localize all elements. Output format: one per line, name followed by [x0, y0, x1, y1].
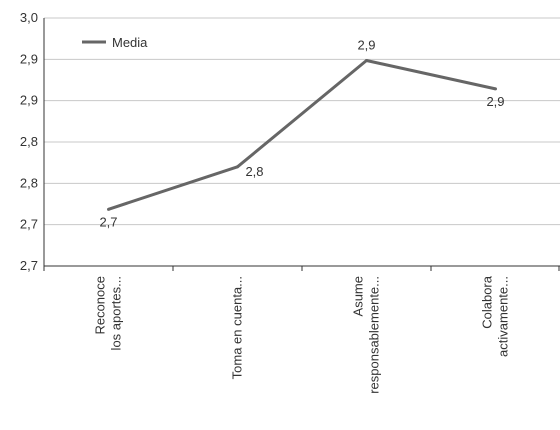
- data-label: 2,7: [99, 214, 117, 229]
- category-labels: Reconoce los aportes... Toma en cuenta... A…: [93, 275, 511, 394]
- data-point: [107, 207, 110, 211]
- category-label-line: Reconoce: [93, 276, 108, 335]
- y-tick-label: 3,0: [20, 10, 38, 25]
- data-point: [236, 165, 239, 169]
- category-label-line: Toma en cuenta...: [230, 276, 245, 379]
- category-label: Colabora activamente...: [480, 275, 511, 357]
- category-label: Toma en cuenta...: [230, 276, 245, 379]
- category-label: Asume responsablemente...: [351, 276, 382, 394]
- data-point: [365, 59, 368, 63]
- category-label: Reconoce los aportes...: [93, 276, 124, 350]
- y-tick-label: 2,9: [20, 93, 38, 108]
- legend-label: Media: [112, 35, 148, 50]
- category-label-line: responsablemente...: [367, 276, 382, 394]
- category-label-line: los aportes...: [109, 276, 124, 350]
- y-tick-label: 2,8: [20, 175, 38, 190]
- y-tick-label: 2,9: [20, 51, 38, 66]
- y-tick-label: 2,7: [20, 217, 38, 232]
- y-tick-label: 2,8: [20, 134, 38, 149]
- data-label: 2,9: [357, 38, 375, 53]
- data-point: [494, 87, 497, 91]
- series: [107, 59, 497, 211]
- data-labels: 2,7 2,8 2,9 2,9: [99, 38, 504, 230]
- legend: Media: [82, 35, 148, 50]
- category-label-line: activamente...: [496, 276, 511, 357]
- y-tick-labels: 3,0 2,9 2,9 2,8 2,8 2,7 2,7: [20, 10, 38, 273]
- x-ticks: [43, 266, 560, 271]
- series-line: [108, 59, 496, 211]
- y-tick-label: 2,7: [20, 258, 38, 273]
- category-label-line: Colabora: [480, 275, 495, 329]
- data-label: 2,8: [245, 164, 263, 179]
- category-label-line: Asume: [351, 276, 366, 316]
- gridlines: [44, 17, 560, 226]
- data-label: 2,9: [486, 94, 504, 109]
